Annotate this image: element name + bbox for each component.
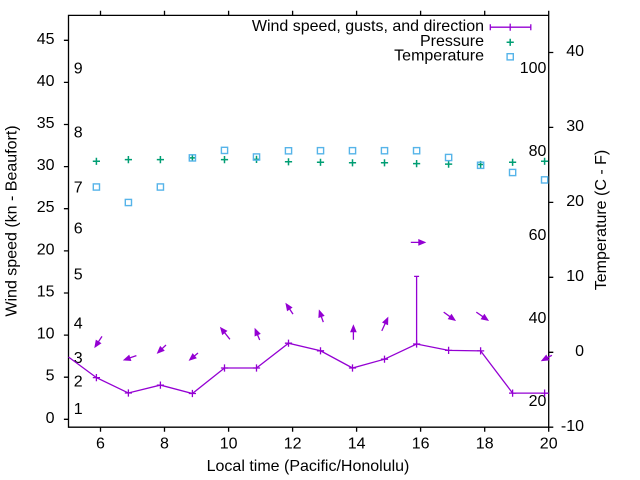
- svg-text:100: 100: [520, 60, 547, 77]
- svg-text:9: 9: [74, 60, 83, 77]
- svg-text:20: 20: [37, 241, 55, 258]
- svg-text:40: 40: [566, 43, 584, 60]
- svg-text:12: 12: [284, 436, 302, 453]
- svg-text:-10: -10: [561, 418, 584, 435]
- svg-text:20: 20: [529, 393, 547, 410]
- svg-text:10: 10: [566, 268, 584, 285]
- svg-text:Pressure: Pressure: [420, 33, 484, 50]
- svg-text:25: 25: [37, 199, 55, 216]
- svg-text:16: 16: [412, 436, 430, 453]
- svg-text:0: 0: [46, 410, 55, 427]
- svg-text:7: 7: [74, 179, 83, 196]
- svg-text:3: 3: [74, 350, 83, 367]
- svg-text:Temperature (C - F): Temperature (C - F): [593, 150, 610, 290]
- svg-text:35: 35: [37, 115, 55, 132]
- svg-text:60: 60: [529, 227, 547, 244]
- svg-text:Wind speed, gusts, and directi: Wind speed, gusts, and direction: [252, 18, 484, 35]
- svg-text:18: 18: [476, 436, 494, 453]
- svg-text:10: 10: [220, 436, 238, 453]
- svg-text:15: 15: [37, 284, 55, 301]
- svg-text:Local time (Pacific/Honolulu): Local time (Pacific/Honolulu): [207, 458, 410, 475]
- svg-text:8: 8: [160, 436, 169, 453]
- svg-text:4: 4: [74, 315, 83, 332]
- svg-text:Temperature: Temperature: [394, 47, 484, 64]
- svg-text:5: 5: [46, 368, 55, 385]
- svg-text:2: 2: [74, 374, 83, 391]
- svg-text:Wind speed (kn - Beaufort): Wind speed (kn - Beaufort): [4, 125, 21, 316]
- svg-text:5: 5: [74, 266, 83, 283]
- svg-text:40: 40: [529, 310, 547, 327]
- svg-text:30: 30: [566, 118, 584, 135]
- svg-text:20: 20: [540, 436, 558, 453]
- svg-text:80: 80: [529, 143, 547, 160]
- svg-text:0: 0: [575, 343, 584, 360]
- svg-text:14: 14: [348, 436, 366, 453]
- svg-text:30: 30: [37, 157, 55, 174]
- svg-text:6: 6: [96, 436, 105, 453]
- svg-text:45: 45: [37, 31, 55, 48]
- svg-text:10: 10: [37, 326, 55, 343]
- svg-text:1: 1: [74, 401, 83, 418]
- svg-text:6: 6: [74, 221, 83, 238]
- svg-text:20: 20: [566, 193, 584, 210]
- svg-text:40: 40: [37, 73, 55, 90]
- svg-text:8: 8: [74, 124, 83, 141]
